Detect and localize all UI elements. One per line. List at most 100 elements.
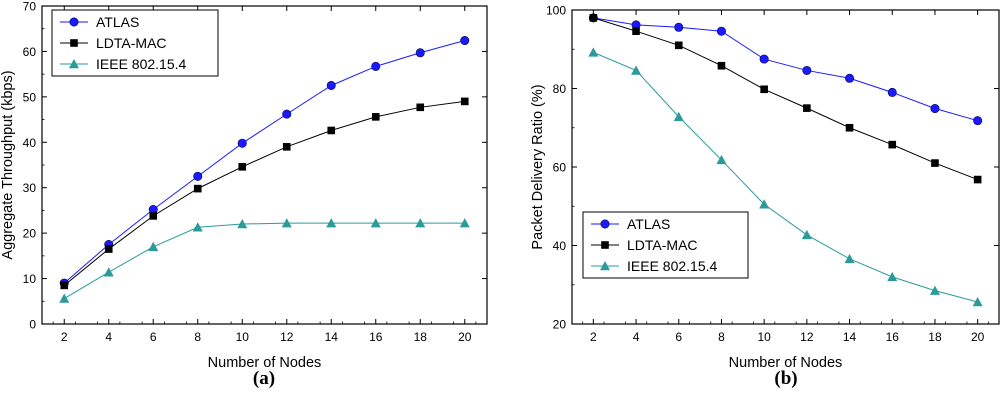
legend-marker [69,17,79,27]
data-point [416,103,425,112]
data-point [887,271,898,282]
data-point [759,199,770,209]
y-tick-label: 40 [23,136,37,150]
data-point [887,87,897,97]
x-tick-label: 2 [61,330,68,344]
data-point [589,14,598,22]
y-tick-label: 100 [546,4,566,18]
y-tick-label: 50 [23,90,37,104]
x-tick-label: 6 [150,330,157,344]
data-point [631,65,642,75]
data-point [370,218,381,228]
data-point [973,116,983,126]
data-point [238,163,247,171]
legend: ATLAS LDTA-MAC IEEE 802.15.4 [582,211,749,279]
x-tick-label: 6 [675,330,682,344]
data-point [237,219,248,229]
y-axis-label: Aggregate Throughput (kbps) [0,70,16,259]
x-tick-label: 18 [928,330,942,344]
data-point [371,113,380,121]
data-point [716,154,727,165]
data-point [802,65,812,75]
data-point [59,293,70,303]
series-line [63,100,465,286]
data-point [326,218,337,228]
series-1 [588,13,983,126]
y-tick-label: 10 [23,272,37,286]
series-line [63,222,465,299]
panel-label: (b) [774,368,797,389]
legend-label: LDTA-MAC [627,237,698,253]
x-tick-label: 10 [236,330,250,344]
data-point [460,36,470,46]
data-point [460,97,469,106]
data-point [60,281,69,290]
data-point [371,61,381,71]
legend-label: IEEE 802.15.4 [96,56,187,72]
x-tick-label: 12 [800,330,814,344]
data-point [459,218,470,228]
legend-marker [70,39,78,47]
data-point [759,54,769,64]
data-point [415,218,426,228]
data-point [632,27,640,35]
x-tick-label: 16 [369,330,383,344]
data-point [282,109,292,119]
data-point [281,218,292,228]
x-tick-label: 8 [194,330,201,344]
series-2 [589,14,982,184]
data-point [104,245,113,253]
data-point [888,140,897,149]
x-tick-label: 20 [971,330,985,344]
x-tick-label: 20 [458,330,472,344]
x-tick-label: 10 [757,330,771,344]
series-line [63,40,465,284]
data-point [673,111,684,122]
y-tick-label: 0 [29,318,36,332]
legend: ATLAS LDTA-MAC IEEE 802.15.4 [51,9,219,77]
data-point [716,26,726,36]
data-point [803,104,811,112]
data-point [588,47,599,57]
data-point [149,212,158,220]
data-point [973,175,982,184]
y-axis-label: Packet Delivery Ratio (%) [530,84,546,249]
chart-panel-2: 2 4 6 8 10 12 14 16 18 20 20 40 60 80 100 Number of Nod… [530,4,1000,389]
x-tick-label: 4 [105,330,112,344]
data-point [931,159,939,167]
series-3 [59,218,470,303]
legend-marker [601,241,609,249]
x-tick-label: 16 [886,330,900,344]
y-tick-label: 20 [553,318,567,332]
y-tick-label: 20 [23,227,37,241]
x-tick-label: 14 [325,330,339,344]
y-tick-label: 80 [553,82,567,96]
x-axis-label: Number of Nodes [729,355,843,371]
data-point [972,297,983,307]
data-point [237,138,247,148]
x-tick-label: 8 [718,330,725,344]
series-3 [588,47,983,307]
series-line [593,17,978,181]
data-point [282,143,291,151]
legend-label: ATLAS [627,216,670,232]
data-point [930,104,940,114]
legend-marker [69,59,79,69]
panel-label: (a) [253,368,275,389]
data-point [193,184,202,193]
y-tick-label: 70 [23,0,37,14]
legend-label: ATLAS [96,14,139,30]
y-tick-label: 40 [553,239,567,253]
data-point [327,126,336,135]
data-point [844,253,855,264]
series-2 [60,97,469,290]
data-point [845,123,854,132]
x-tick-label: 18 [414,330,428,344]
data-point [103,267,114,277]
series-line [593,51,978,303]
data-point [192,222,203,232]
legend-label: IEEE 802.15.4 [627,258,718,274]
x-tick-label: 14 [843,330,857,344]
